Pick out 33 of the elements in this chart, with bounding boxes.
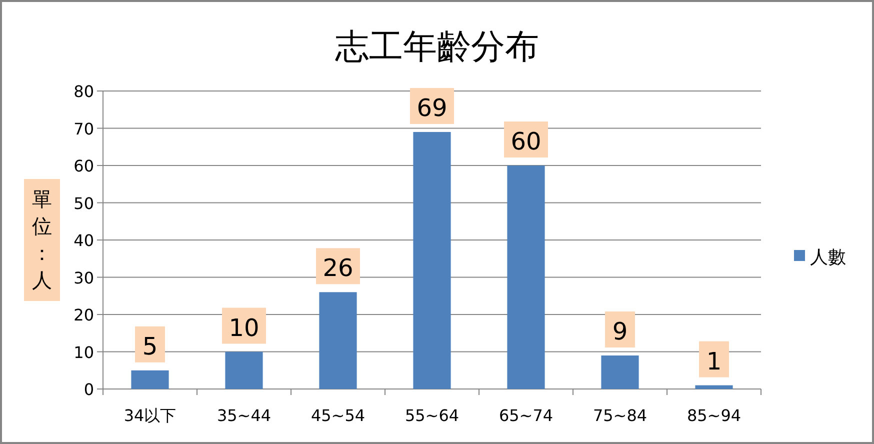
bar <box>131 370 169 389</box>
bar <box>695 385 733 389</box>
x-tick-label: 34以下 <box>124 406 176 425</box>
x-tick-label: 65~74 <box>498 406 554 425</box>
y-tick-label: 0 <box>84 380 94 399</box>
y-axis-title: 單位：人 <box>32 187 52 292</box>
y-tick-label: 80 <box>74 82 94 101</box>
bar <box>413 132 451 389</box>
data-label: 26 <box>322 254 354 282</box>
bar <box>601 355 639 389</box>
x-tick-label: 35~44 <box>216 406 272 425</box>
bar <box>319 292 357 389</box>
y-tick-label: 30 <box>74 268 94 288</box>
y-tick-label: 10 <box>74 342 94 362</box>
bar <box>225 352 263 389</box>
y-tick-label: 40 <box>74 231 94 250</box>
y-tick-label: 60 <box>74 156 94 176</box>
x-tick-label: 75~84 <box>592 406 648 425</box>
y-tick-label: 70 <box>74 119 94 138</box>
data-label: 9 <box>612 317 628 346</box>
y-tick-label: 50 <box>74 194 94 213</box>
data-label: 60 <box>510 128 542 156</box>
y-tick-label: 20 <box>74 306 94 324</box>
data-label: 1 <box>706 347 722 376</box>
bar <box>507 166 545 389</box>
x-tick-label: 55~64 <box>404 406 460 425</box>
chart-title: 志工年齡分布 <box>335 27 539 67</box>
x-tick-label: 85~94 <box>686 406 742 425</box>
data-label: 10 <box>228 314 260 342</box>
data-label: 69 <box>416 94 448 122</box>
data-label: 5 <box>142 332 158 360</box>
x-tick-label: 45~54 <box>310 406 366 425</box>
legend-label: 人數 <box>810 247 846 268</box>
